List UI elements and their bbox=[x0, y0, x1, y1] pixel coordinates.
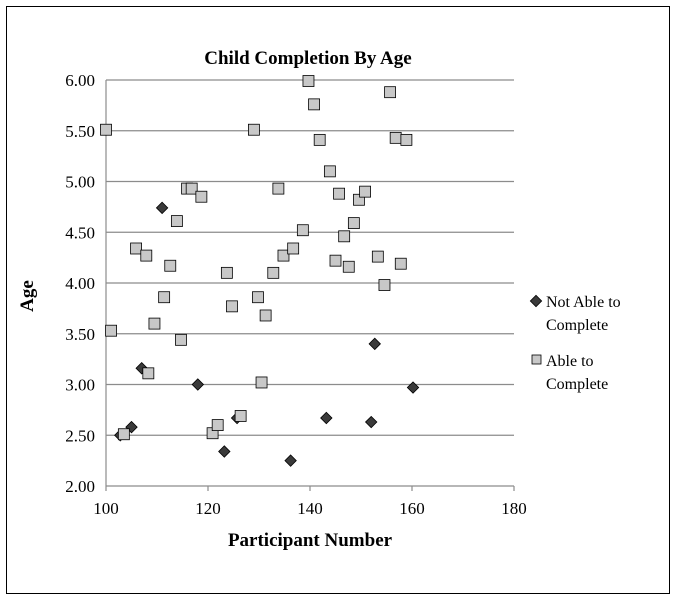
legend-marker-square bbox=[531, 354, 542, 365]
data-point-able bbox=[117, 428, 130, 441]
data-point-able bbox=[394, 257, 407, 270]
axes bbox=[105, 80, 515, 491]
data-point-not-able bbox=[406, 381, 420, 394]
x-tick-label: 140 bbox=[297, 499, 323, 518]
data-point-able bbox=[130, 242, 142, 255]
data-point-able bbox=[277, 249, 290, 262]
data-point-able bbox=[158, 291, 171, 304]
data-point-able bbox=[142, 367, 155, 380]
data-point-able bbox=[400, 133, 413, 146]
data-point-able bbox=[148, 317, 161, 330]
data-point-able bbox=[287, 242, 300, 255]
data-point-able bbox=[333, 187, 345, 200]
legend-label-line-1: Able to bbox=[546, 353, 594, 370]
data-point-able bbox=[267, 266, 280, 279]
y-tick-label: 6.00 bbox=[65, 71, 95, 90]
data-point-able bbox=[313, 133, 326, 146]
data-point-not-able bbox=[364, 415, 378, 429]
y-tick-label: 4.00 bbox=[65, 274, 95, 293]
chart-frame bbox=[6, 6, 670, 594]
data-point-able bbox=[259, 309, 272, 322]
legend-label-line-1: Not Able to bbox=[546, 294, 621, 311]
legend-item-able: Able to Complete bbox=[531, 353, 608, 393]
data-point-able bbox=[389, 131, 402, 144]
data-point-able bbox=[255, 376, 268, 389]
gridlines bbox=[106, 79, 514, 487]
y-tick-label: 2.00 bbox=[65, 477, 95, 496]
legend: Not Able to Complete Able to Complete bbox=[529, 294, 621, 393]
y-axis-label: Age bbox=[17, 280, 38, 312]
data-point-able bbox=[170, 215, 183, 227]
data-point-able bbox=[371, 250, 384, 263]
y-tick-label: 3.50 bbox=[65, 325, 95, 344]
data-point-able bbox=[105, 324, 117, 337]
data-point-able bbox=[329, 254, 342, 267]
data-point-not-able bbox=[191, 378, 205, 391]
chart-title: Child Completion By Age bbox=[204, 48, 411, 69]
x-tick-label: 180 bbox=[501, 499, 527, 518]
y-tick-label: 4.50 bbox=[65, 223, 95, 242]
x-tick-label: 100 bbox=[93, 499, 119, 518]
data-point-able bbox=[296, 224, 309, 237]
data-point-able bbox=[308, 98, 320, 111]
y-tick-label: 5.00 bbox=[65, 173, 95, 192]
data-point-able bbox=[185, 182, 198, 195]
data-point-not-able bbox=[284, 454, 297, 467]
legend-label-line-2: Complete bbox=[546, 376, 608, 393]
data-point-able bbox=[353, 193, 365, 206]
data-point-able bbox=[226, 300, 238, 313]
data-point-able bbox=[234, 410, 247, 422]
data-point-able bbox=[140, 249, 153, 262]
data-point-able bbox=[272, 182, 285, 195]
tick-labels: 2.00 2.50 3.00 3.50 4.00 4.50 5.00 5.50 6.00 100 1… bbox=[65, 71, 527, 518]
data-point-able bbox=[338, 230, 351, 243]
data-point-able bbox=[100, 123, 112, 136]
data-point-not-able bbox=[155, 201, 169, 215]
data-point-able bbox=[175, 333, 187, 346]
y-tick-label: 5.50 bbox=[65, 122, 95, 141]
data-point-able bbox=[378, 279, 391, 291]
data-point-able bbox=[247, 123, 260, 136]
legend-item-not-able: Not Able to Complete bbox=[529, 294, 621, 334]
data-point-able bbox=[195, 190, 208, 203]
data-point-able bbox=[342, 260, 355, 273]
data-point-able bbox=[323, 165, 336, 178]
y-tick-label: 2.50 bbox=[65, 426, 95, 445]
data-point-not-able bbox=[320, 411, 333, 425]
x-tick-label: 160 bbox=[399, 499, 425, 518]
data-point-able bbox=[220, 266, 233, 279]
data-point-not-able bbox=[218, 445, 231, 458]
legend-marker-diamond bbox=[529, 294, 543, 308]
data-points bbox=[100, 75, 420, 467]
x-tick-label: 120 bbox=[195, 499, 221, 518]
x-axis-label: Participant Number bbox=[228, 530, 393, 551]
data-point-able bbox=[359, 185, 371, 198]
data-point-able bbox=[302, 75, 315, 87]
data-point-not-able bbox=[368, 337, 381, 351]
y-tick-label: 3.00 bbox=[65, 376, 95, 395]
data-point-able bbox=[252, 291, 264, 304]
legend-label-line-2: Complete bbox=[546, 317, 608, 334]
data-point-able bbox=[347, 217, 360, 230]
data-point-able bbox=[164, 259, 177, 272]
data-point-able bbox=[384, 86, 396, 99]
data-point-able bbox=[211, 419, 224, 432]
